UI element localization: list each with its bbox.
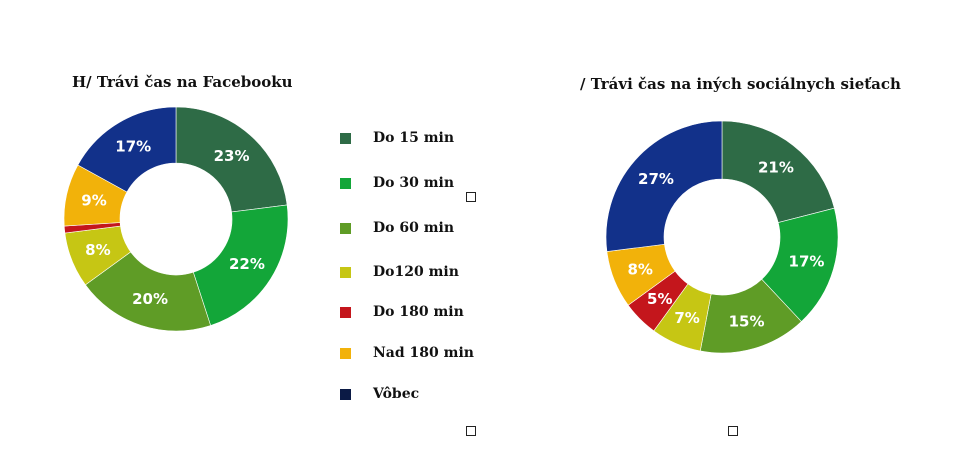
donut-chart-facebook: 23% 22% 20% 8% 9% 17% (63, 106, 289, 332)
data-label: 23% (214, 147, 250, 165)
donut-slice-v-bec (77, 106, 177, 193)
data-label: 8% (85, 241, 110, 259)
legend-label: Do 180 min (373, 304, 464, 320)
donut-slice-do-15-min (175, 106, 288, 213)
legend-item-nad-180-min: Nad 180 min (340, 345, 474, 361)
legend-swatch (340, 306, 351, 318)
legend-label: Do 30 min (373, 175, 455, 191)
legend-swatch (340, 132, 351, 144)
legend-swatch (340, 222, 351, 234)
chart-title-other-networks: / Trávi čas na iných sociálnych sieťach (580, 75, 901, 93)
legend-label: Do120 min (373, 264, 459, 280)
donut-slice-do-15-min (721, 120, 835, 223)
data-label: 27% (638, 170, 674, 188)
data-label: 22% (229, 255, 265, 273)
data-label: 17% (115, 138, 151, 156)
data-label: 21% (758, 158, 794, 176)
anchor-marker (728, 426, 738, 436)
data-label: 8% (627, 260, 652, 278)
data-label: 5% (647, 290, 672, 308)
data-label: 9% (81, 192, 106, 210)
legend-label: Nad 180 min (373, 345, 474, 361)
legend-swatch (340, 266, 351, 278)
legend-item-do-30-min: Do 30 min (340, 175, 454, 191)
legend-item-do120-min: Do120 min (340, 264, 459, 280)
data-label: 15% (729, 313, 765, 331)
legend-swatch (340, 347, 351, 359)
chart-title-facebook: H/ Trávi čas na Facebooku (72, 73, 293, 91)
data-label: 7% (674, 309, 699, 327)
donut-chart-other-networks: 21% 17% 15% 7%5% 8% 27% (605, 120, 839, 354)
legend-label: Do 15 min (373, 130, 455, 146)
legend-swatch (340, 177, 351, 189)
donut-slice-do-30-min (192, 204, 289, 326)
legend-swatch (340, 388, 351, 400)
data-label: 20% (132, 290, 168, 308)
data-label: 17% (789, 253, 825, 271)
legend-item-do-180-min: Do 180 min (340, 304, 464, 320)
anchor-marker (466, 426, 476, 436)
legend-item-vobec: Vôbec (340, 386, 419, 402)
anchor-marker (466, 192, 476, 202)
donut-slice-v-bec (605, 120, 723, 252)
legend-item-do-15-min: Do 15 min (340, 130, 454, 146)
legend-item-do-60-min: Do 60 min (340, 220, 454, 236)
legend-label: Vôbec (373, 386, 420, 402)
legend-label: Do 60 min (373, 220, 455, 236)
